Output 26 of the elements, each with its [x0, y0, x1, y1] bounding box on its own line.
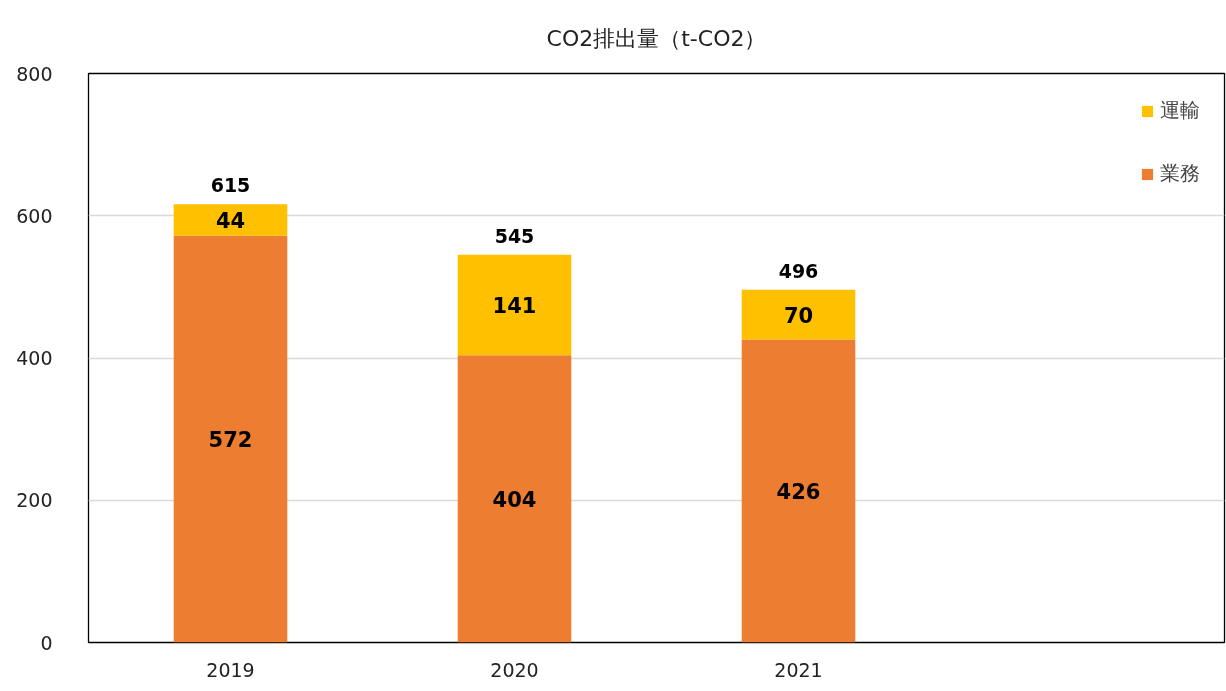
data-label: 70	[783, 303, 814, 328]
total-label: 545	[494, 224, 535, 247]
data-label: 141	[492, 294, 537, 319]
y-tick-label: 0	[40, 631, 53, 654]
y-tick-label: 800	[16, 62, 53, 85]
bar	[741, 289, 856, 340]
bar	[457, 254, 572, 356]
data-label: 426	[776, 480, 821, 504]
x-tick-label: 2020	[490, 658, 539, 681]
data-label: 44	[215, 209, 246, 234]
legend-label: 業務	[1160, 160, 1200, 187]
bar	[741, 339, 856, 643]
x-tick-label: 2019	[206, 658, 255, 681]
bar	[173, 235, 288, 643]
total-label: 496	[778, 259, 819, 282]
legend-label: 運輸	[1160, 97, 1200, 124]
chart-title: CO2排出量（t-CO2）	[546, 25, 767, 51]
bar	[173, 204, 288, 236]
y-tick-label: 400	[16, 347, 53, 369]
y-tick-label: 600	[16, 204, 53, 227]
total-label: 615	[210, 174, 251, 197]
x-tick-label: 2021	[774, 658, 823, 681]
y-tick-label: 200	[16, 489, 53, 512]
bar	[457, 355, 572, 643]
data-label: 572	[208, 428, 253, 453]
data-label: 404	[492, 487, 537, 512]
